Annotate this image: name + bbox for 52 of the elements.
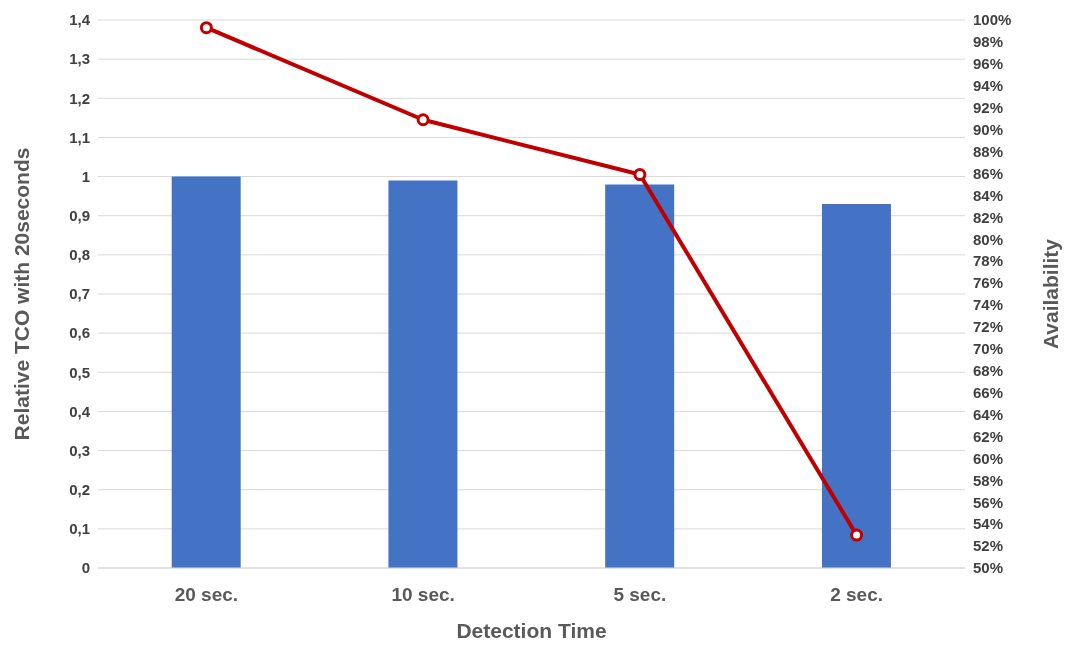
y2-tick-label: 86% [973, 164, 1004, 182]
y-tick-label: 1,2 [69, 89, 90, 107]
point [416, 113, 430, 127]
y-tick-label: 0,6 [69, 324, 90, 342]
y2-tick-label: 64% [973, 405, 1004, 423]
y2-tick-label: 76% [973, 274, 1004, 292]
y-tick-label: 1,4 [69, 11, 91, 29]
y2-axis-title: Availability [1039, 238, 1063, 350]
y2-tick-label: 72% [973, 318, 1004, 336]
y-tick-label: 0,5 [69, 363, 90, 381]
y2-tick-label: 90% [973, 120, 1004, 138]
y2-tick-label: 96% [973, 55, 1004, 73]
y2-tick-label: 84% [973, 186, 1004, 204]
x-axis-title: Detection Time [456, 619, 607, 642]
y2-tick-label: 60% [973, 449, 1004, 467]
y2-tick-label: 94% [973, 77, 1004, 95]
y-tick-label: 1,3 [69, 50, 90, 68]
y2-tick-label: 66% [973, 383, 1004, 401]
y-tick-label: 1 [81, 167, 90, 185]
y2-tick-label: 88% [973, 142, 1004, 160]
y2-tick-label: 78% [973, 252, 1004, 270]
y2-tick-label: 80% [973, 230, 1004, 248]
y-tick-label: 1,1 [69, 128, 90, 146]
y-tick-label: 0,8 [69, 246, 90, 264]
point [199, 21, 213, 35]
y-tick-label: 0,7 [69, 285, 90, 303]
y2-tick-label: 82% [973, 208, 1004, 226]
y2-tick-label: 62% [973, 427, 1004, 445]
point [633, 168, 647, 182]
y-tick-label: 0,4 [69, 402, 91, 420]
y-tick-label: 0,3 [69, 441, 90, 459]
y2-tick-label: 50% [973, 559, 1004, 577]
y2-tick-label: 70% [973, 340, 1004, 358]
y2-tick-label: 52% [973, 537, 1004, 555]
y2-tick-label: 92% [973, 99, 1004, 116]
y2-tick-label: 98% [973, 33, 1004, 51]
point [850, 528, 864, 542]
y2-tick-label: 68% [973, 362, 1004, 380]
y2-tick-label: 54% [973, 515, 1004, 533]
x-tick-label: 5 sec. [613, 584, 667, 606]
y2-tick-label: 74% [973, 296, 1004, 314]
x-tick-label: 2 sec. [830, 584, 884, 606]
y-tick-label: 0,9 [69, 207, 90, 225]
y-tick-label: 0,1 [69, 520, 90, 538]
x-tick-label: 10 sec. [391, 584, 455, 606]
y2-tick-label: 100% [973, 11, 1012, 29]
y-tick-label: 0,2 [69, 481, 90, 499]
y2-tick-label: 58% [973, 471, 1004, 489]
x-tick-label: 20 sec. [174, 584, 239, 606]
y2-tick-label: 56% [973, 493, 1004, 511]
y-tick-label: 0 [81, 559, 90, 577]
y-axis-title: Relative TCO with 20seconds [10, 147, 34, 441]
